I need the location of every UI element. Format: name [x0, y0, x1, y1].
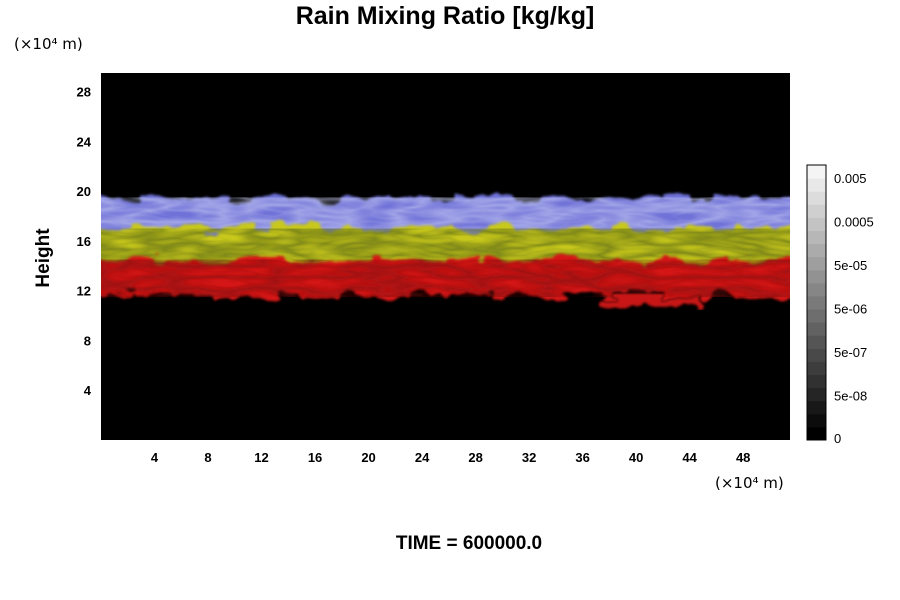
colorbar-level	[807, 204, 826, 218]
y-tick-label: 12	[77, 284, 91, 299]
x-tick-label: 24	[415, 450, 430, 465]
time-label: TIME = 600000.0	[396, 533, 542, 554]
colorbar-level	[807, 178, 826, 192]
colorbar-tick-label: 0	[834, 431, 841, 446]
data-layers	[101, 197, 790, 307]
colorbar-level	[807, 387, 826, 402]
colorbar-level	[807, 282, 826, 297]
colorbar-level	[807, 413, 826, 428]
y-axis-ticks: 4 8 12 16 20 24 28	[77, 85, 92, 399]
x-tick-label: 32	[522, 450, 536, 465]
x-tick-label: 16	[308, 450, 322, 465]
y-tick-label: 20	[77, 184, 91, 199]
colorbar-frame	[806, 164, 827, 441]
colorbar	[806, 164, 827, 441]
x-tick-label: 8	[204, 450, 211, 465]
colorbar-tick-label: 5e-06	[834, 302, 867, 317]
x-tick-label: 4	[151, 450, 159, 465]
colorbar-tick-label: 0.005	[834, 171, 867, 186]
x-tick-label: 48	[736, 450, 750, 465]
colorbar-level	[807, 361, 826, 376]
colorbar-level	[807, 217, 826, 231]
x-axis-ticks: 4 8 12 16 20 24 28 32 36 40 44 48	[151, 450, 751, 465]
x-tick-label: 12	[254, 450, 268, 465]
x-axis-unit-label: (×10⁴ m)	[715, 474, 784, 492]
colorbar-tick-label: 5e-05	[834, 258, 867, 273]
colorbar-level	[807, 374, 826, 389]
colorbar-level	[807, 165, 826, 179]
y-axis-label: Height	[33, 228, 54, 288]
colorbar-level	[807, 269, 826, 284]
x-tick-label: 40	[629, 450, 643, 465]
x-tick-label: 36	[575, 450, 589, 465]
colorbar-level	[807, 348, 826, 362]
layer-3	[602, 296, 704, 307]
colorbar-tick-label: 5e-07	[834, 345, 867, 360]
y-tick-label: 24	[77, 134, 92, 149]
colorbar-level	[807, 295, 826, 310]
colorbar-level	[807, 230, 826, 245]
y-tick-label: 8	[84, 333, 91, 348]
colorbar-tick-label: 5e-08	[834, 389, 867, 404]
x-tick-label: 20	[361, 450, 375, 465]
y-tick-label: 4	[84, 383, 92, 398]
colorbar-level	[807, 335, 826, 349]
colorbar-tick-labels: 0.005 0.0005 5e-05 5e-06 5e-07 5e-08 0	[834, 171, 874, 446]
colorbar-level	[807, 243, 826, 258]
chart-title: Rain Mixing Ratio [kg/kg]	[296, 2, 595, 30]
x-tick-label: 28	[468, 450, 482, 465]
colorbar-tick-label: 0.0005	[834, 215, 874, 230]
y-axis-unit-label: (×10⁴ m)	[14, 35, 83, 53]
colorbar-level	[807, 322, 826, 336]
colorbar-level	[807, 426, 826, 441]
colorbar-level	[807, 309, 826, 323]
colorbar-level	[807, 191, 826, 205]
colorbar-level	[807, 256, 826, 271]
layer-texture-0	[101, 259, 790, 297]
y-tick-label: 28	[77, 85, 91, 100]
colorbar-level	[807, 400, 826, 415]
y-tick-label: 16	[77, 234, 91, 249]
x-tick-label: 44	[682, 450, 697, 465]
